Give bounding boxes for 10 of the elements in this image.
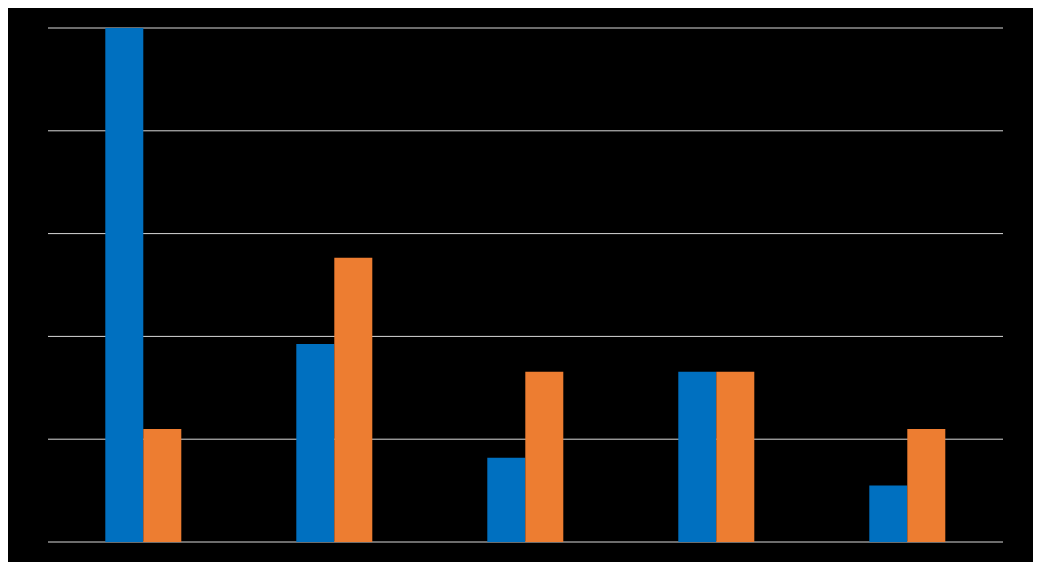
bar (716, 371, 755, 542)
bar (143, 428, 182, 542)
bar (296, 344, 335, 542)
bar (105, 28, 144, 542)
bar (487, 457, 526, 542)
bar (334, 257, 373, 542)
bar (678, 371, 717, 542)
bar (869, 485, 908, 542)
bar (907, 428, 946, 542)
bar (525, 371, 564, 542)
